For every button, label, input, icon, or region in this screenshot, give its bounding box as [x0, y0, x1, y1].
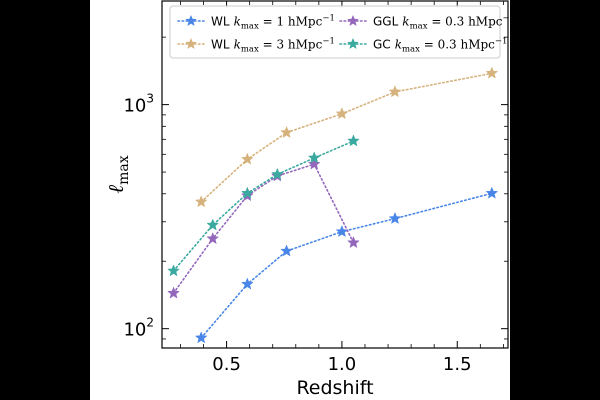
data-point-star [485, 186, 499, 199]
x-tick-label: 1.5 [443, 354, 472, 375]
plot-frame [161, 0, 509, 349]
legend-k-symbol: k [395, 38, 402, 52]
legend-entry-wl-0: WL kmax = 1 hMpc−1 [177, 14, 335, 32]
series-line [200, 72, 493, 203]
figure-panel: 0.5 1.0 1.5 102 103 Redshift ℓmax WL kmax = 1 h… [90, 0, 510, 400]
y-tick-exponent: 3 [146, 92, 154, 106]
legend-k-superscript: −1 [495, 37, 508, 47]
y-tick-base: 10 [123, 320, 146, 341]
data-point-star [388, 211, 402, 224]
data-point-star [347, 235, 360, 249]
legend-label: WL kmax = 1 hMpc−1 [211, 14, 335, 32]
data-point-star [194, 195, 208, 208]
x-tick-label: 1.0 [328, 354, 357, 375]
legend-k-symbol: k [402, 15, 409, 29]
y-axis-symbol: ℓ [104, 185, 128, 194]
legend-k-value: = 1 hMpc [259, 15, 323, 29]
legend-label: GC kmax = 0.3 hMpc−1 [373, 37, 507, 55]
series-wl-1 [194, 66, 499, 208]
data-point-star [167, 286, 180, 299]
legend-k-subscript: max [402, 45, 420, 55]
data-point-star [206, 232, 220, 245]
legend-entry-gc-3: GC kmax = 0.3 hMpc−1 [339, 37, 507, 55]
series-ggl-2 [167, 157, 360, 299]
legend-k-value: = 0.3 hMpc [420, 38, 495, 52]
legend-series-name: GC [373, 38, 391, 52]
data-point-star [335, 107, 349, 120]
legend-k-value: = 3 hMpc [259, 38, 323, 52]
data-point-star [206, 218, 220, 231]
data-point-star [347, 134, 360, 147]
y-tick-label: 102 [123, 316, 154, 341]
legend-star [347, 37, 359, 49]
series-wl-0 [194, 186, 499, 344]
legend-label: WL kmax = 3 hMpc−1 [211, 37, 335, 55]
legend-series-name: GGL [373, 15, 399, 29]
data-point-star [307, 151, 321, 164]
data-point-star [194, 331, 208, 344]
legend-k-subscript: max [410, 22, 428, 32]
legend-k-subscript: max [241, 22, 259, 32]
legend-k-value: = 0.3 hMpc [428, 15, 503, 29]
series-line [172, 163, 355, 295]
x-axis-label: Redshift [296, 377, 373, 399]
legend-star [185, 37, 197, 49]
data-point-star [307, 157, 321, 170]
series-gc-3 [167, 134, 360, 277]
legend-series-name: WL [211, 15, 230, 29]
legend-k-symbol: k [234, 38, 241, 52]
y-tick-exponent: 2 [146, 316, 154, 330]
y-tick-label: 103 [123, 92, 154, 117]
x-tick-label: 0.5 [212, 354, 241, 375]
data-point-star [335, 224, 349, 238]
series-layer [167, 66, 499, 344]
legend-k-superscript: −1 [503, 14, 511, 24]
legend-box [169, 5, 501, 59]
data-point-star [280, 125, 293, 139]
legend-k-superscript: −1 [322, 37, 335, 47]
data-point-star [280, 244, 293, 257]
legend-series-name: WL [211, 38, 230, 52]
y-axis-label: ℓmax [104, 155, 132, 193]
legend-k-symbol: k [234, 15, 241, 29]
legend-star [185, 14, 197, 26]
series-line [200, 192, 493, 339]
series-line [172, 140, 355, 272]
data-point-star [240, 152, 254, 165]
data-point-star [167, 264, 180, 277]
data-point-star [388, 85, 402, 98]
data-point-star [270, 167, 284, 180]
legend-star [347, 14, 359, 26]
data-point-star [240, 186, 254, 199]
y-tick-base: 10 [123, 96, 146, 117]
legend-entry-wl-1: WL kmax = 3 hMpc−1 [177, 37, 335, 55]
legend-k-superscript: −1 [322, 14, 335, 24]
data-point-star [240, 277, 254, 290]
legend-k-subscript: max [241, 45, 259, 55]
y-axis-subscript: max [116, 155, 132, 185]
data-point-star [485, 66, 499, 79]
